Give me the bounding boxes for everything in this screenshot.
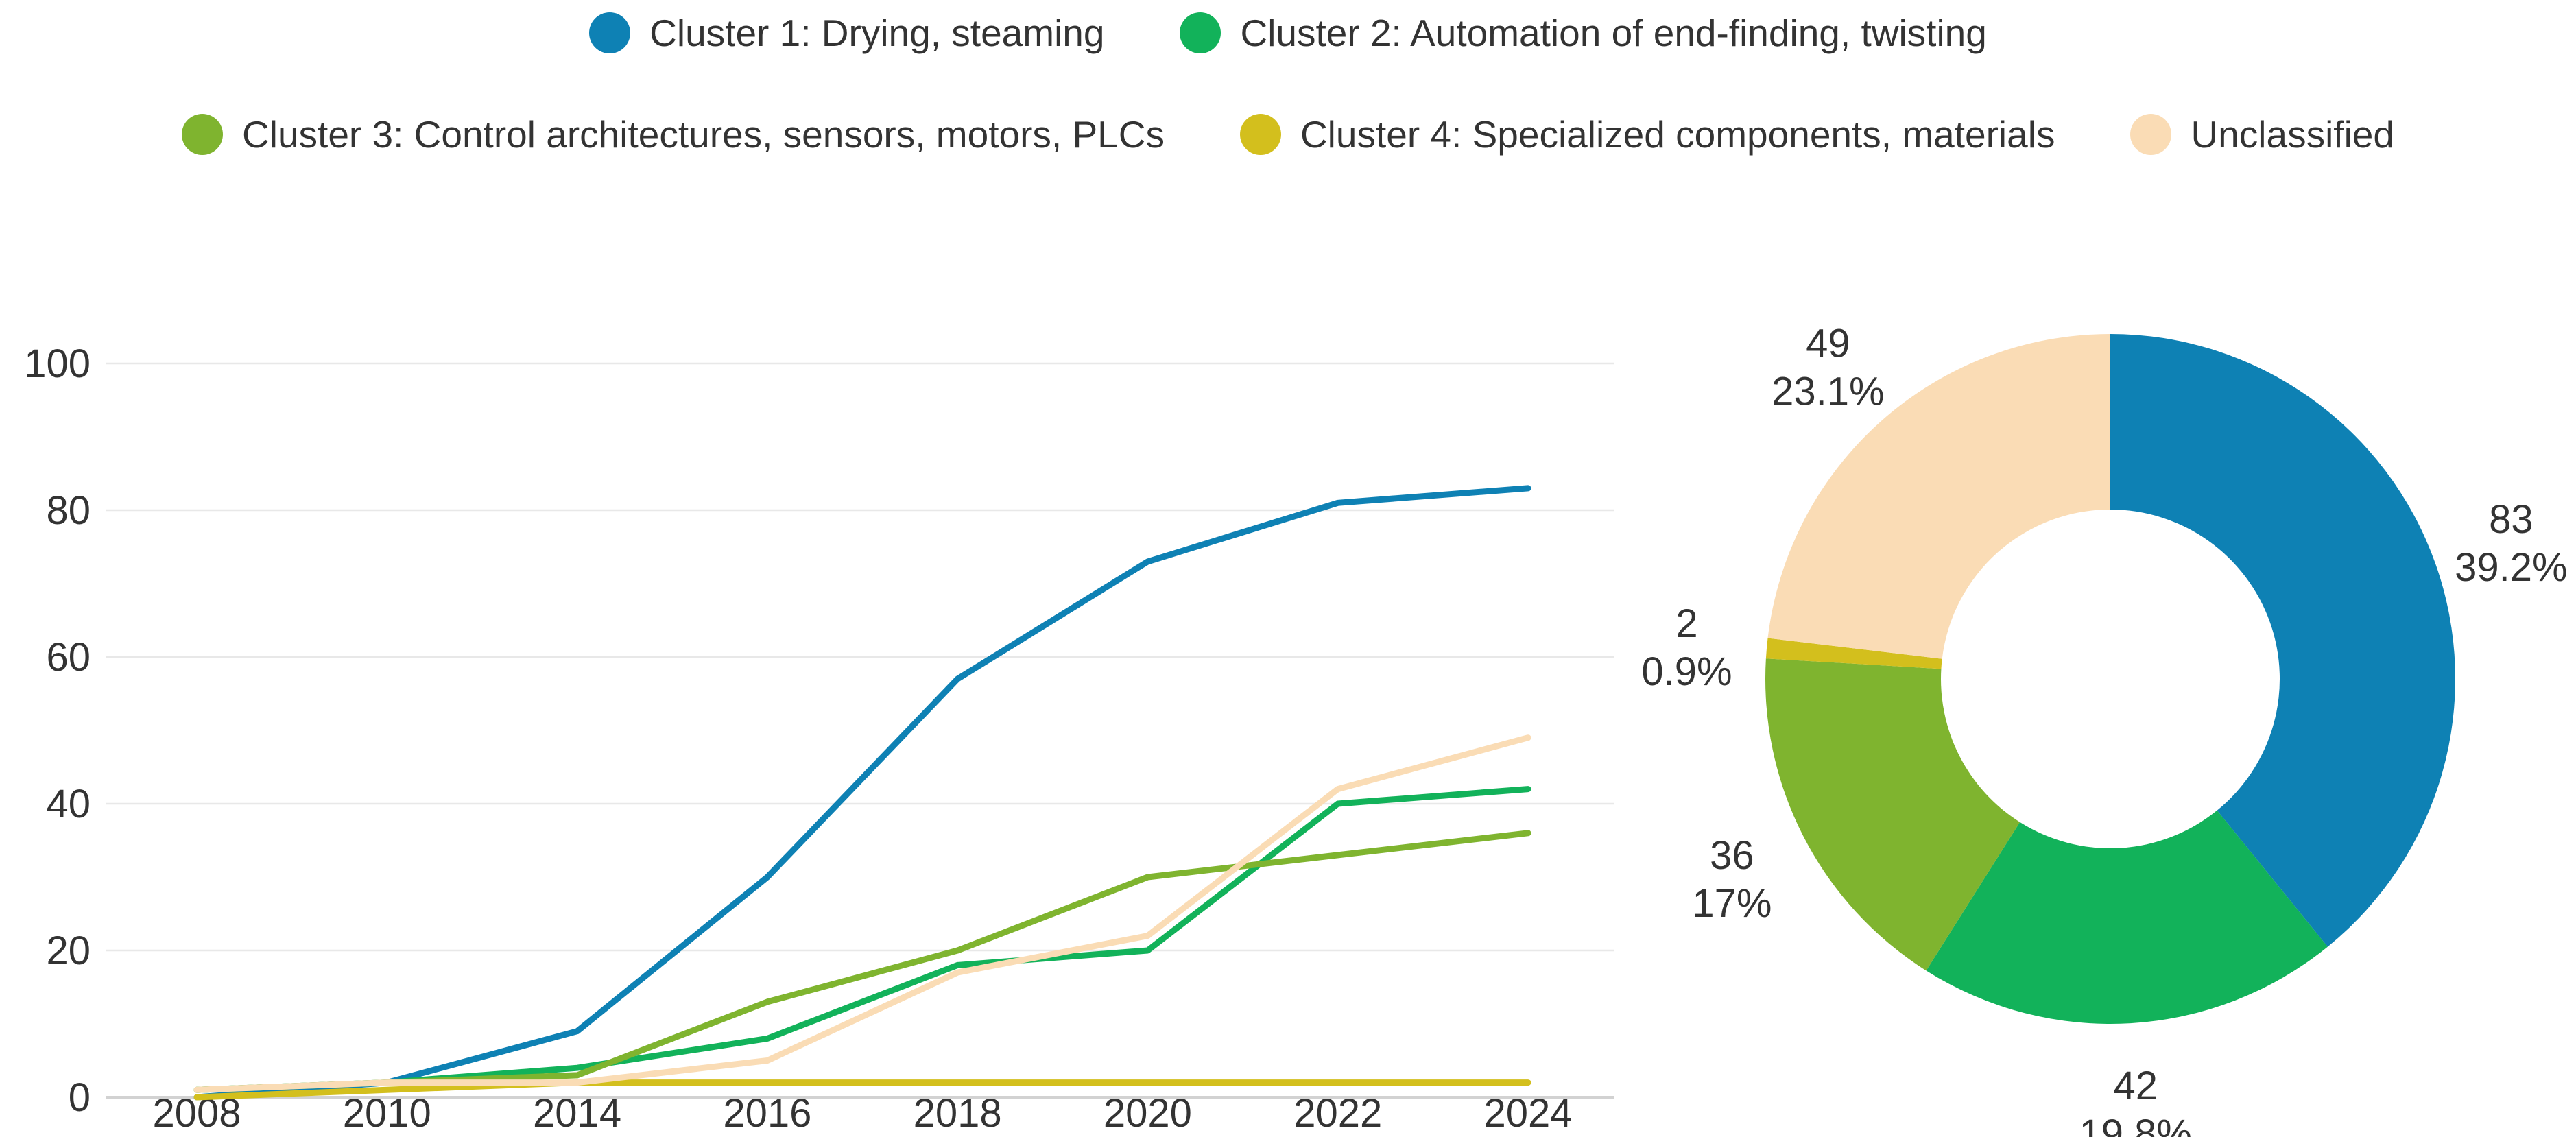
- x-tick-label: 2018: [914, 1091, 1002, 1136]
- x-tick-label: 2024: [1483, 1091, 1572, 1136]
- legend-label: Cluster 2: Automation of end-finding, tw…: [1240, 11, 1987, 54]
- x-tick-label: 2022: [1293, 1091, 1382, 1136]
- legend-swatch-icon: [589, 12, 631, 53]
- donut-slice-cluster-2: [1926, 810, 2328, 1024]
- legend-item-cluster-1: Cluster 1: Drying, steaming: [589, 12, 1104, 53]
- legend-item-unclassified: Unclassified: [2130, 114, 2394, 155]
- line-series-cluster-2: [193, 786, 1531, 1093]
- donut-label-cluster-4: 2 0.9%: [1641, 601, 1732, 694]
- legend-swatch-icon: [1180, 12, 1221, 53]
- legend-label: Cluster 3: Control architectures, sensor…: [242, 112, 1165, 156]
- x-tick-label: 2016: [723, 1091, 811, 1136]
- line-series-unclassified: [193, 734, 1531, 1093]
- y-tick-label: 0: [69, 1075, 91, 1120]
- line-series-cluster-1: [193, 485, 1531, 1101]
- legend-label: Cluster 4: Specialized components, mater…: [1300, 112, 2055, 156]
- donut-slice-cluster-3: [1765, 658, 2020, 971]
- legend-item-cluster-2: Cluster 2: Automation of end-finding, tw…: [1180, 11, 1987, 54]
- legend-swatch-icon: [2130, 114, 2172, 155]
- legend-label: Cluster 1: Drying, steaming: [649, 11, 1105, 54]
- legend-row-2: Cluster 3: Control architectures, sensor…: [0, 110, 2576, 159]
- donut-label-cluster-3: 36 17%: [1692, 833, 1772, 926]
- x-tick-label: 2010: [343, 1091, 431, 1136]
- y-tick-label: 60: [46, 635, 91, 680]
- legend-swatch-icon: [182, 114, 224, 155]
- legend-label: Unclassified: [2191, 112, 2394, 156]
- donut-chart: 83 39.2% 42 19.8% 36 17% 2 0.9% 49 23.1%: [1641, 321, 2567, 1137]
- y-tick-label: 80: [46, 488, 91, 533]
- y-tick-label: 100: [24, 342, 91, 386]
- donut-slice-cluster-1: [2110, 334, 2455, 947]
- line-series-cluster-3: [193, 830, 1531, 1093]
- line-series-cluster-4: [193, 1079, 1531, 1101]
- x-tick-label: 2014: [533, 1091, 621, 1136]
- legend-item-cluster-3: Cluster 3: Control architectures, sensor…: [182, 114, 1165, 155]
- y-tick-label: 40: [46, 782, 91, 826]
- donut-label-cluster-2: 42 19.8%: [2079, 1064, 2191, 1137]
- legend-row-1: Cluster 1: Drying, steaming Cluster 2: Au…: [0, 8, 2576, 58]
- x-tick-label: 2020: [1104, 1091, 1192, 1136]
- y-tick-label: 20: [46, 929, 91, 973]
- legend-swatch-icon: [1239, 114, 1281, 155]
- donut-label-cluster-1: 83 39.2%: [2455, 497, 2567, 590]
- donut-slice-unclassified: [1767, 334, 2110, 659]
- legend-item-cluster-4: Cluster 4: Specialized components, mater…: [1239, 112, 2055, 156]
- donut-label-unclassified: 49 23.1%: [1772, 321, 1884, 414]
- donut-slice-cluster-4: [1765, 638, 1942, 669]
